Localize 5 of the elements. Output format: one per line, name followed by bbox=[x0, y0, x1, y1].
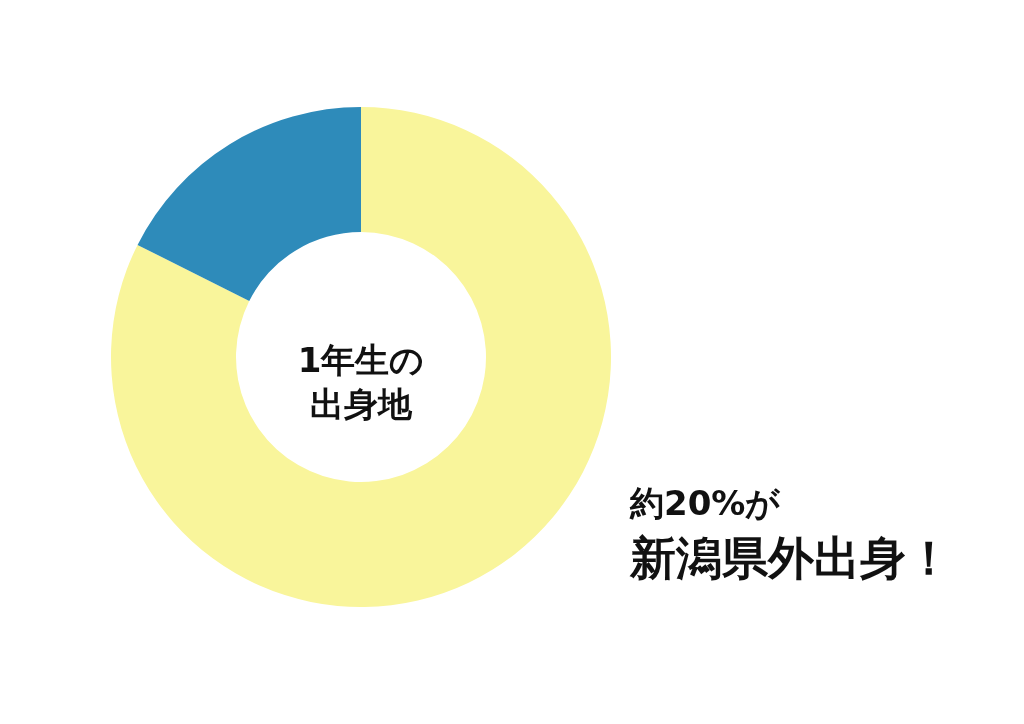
text: 新潟県外出身！ bbox=[629, 531, 952, 585]
text: 約20%が bbox=[629, 483, 782, 523]
donut-slice bbox=[111, 107, 611, 607]
text: 1年生の出身地 bbox=[297, 340, 425, 424]
donut-slice bbox=[137, 107, 361, 301]
